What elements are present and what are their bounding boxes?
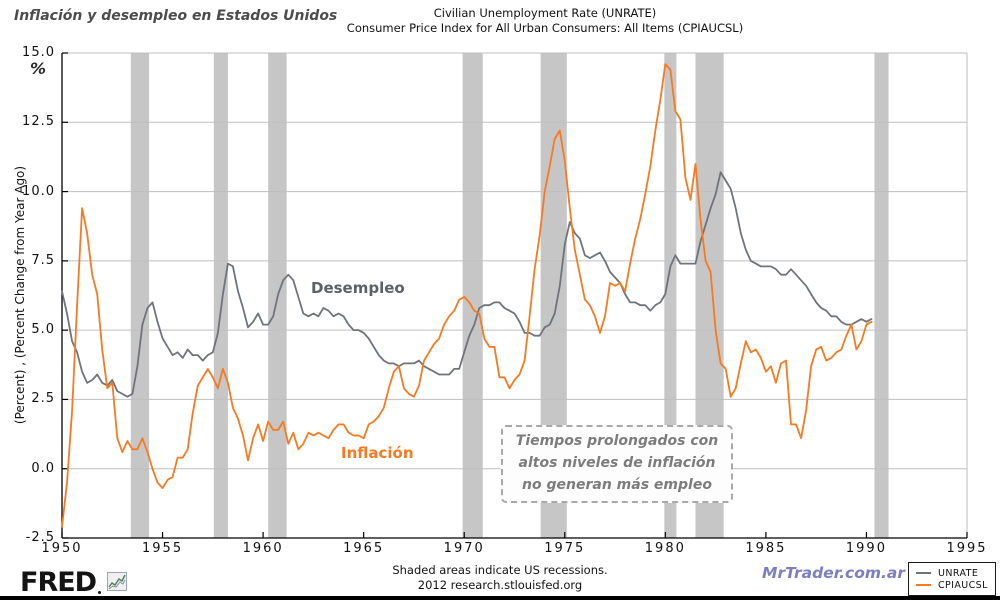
chart-title-line2: Consumer Price Index for All Urban Consu… — [346, 21, 744, 36]
y-tick-label: 7.5 — [31, 252, 55, 268]
legend-label-cpiaucsl: CPIAUCSL — [938, 579, 988, 591]
recession-band — [664, 53, 677, 538]
y-tick-label: 0.0 — [31, 460, 55, 476]
x-tick-label: 1960 — [242, 541, 284, 556]
annotation-callout: Tiempos prolongados con altos niveles de… — [501, 425, 733, 503]
recessions-note: Shaded areas indicate US recessions. — [392, 563, 608, 577]
fred-logo: FRED — [20, 567, 128, 598]
chart-title-line1: Civilian Unemployment Rate (UNRATE) — [433, 6, 657, 20]
x-tick-label: 1965 — [343, 541, 385, 556]
y-tick-label: 15.0 — [22, 45, 55, 60]
cpiaucsl-line — [61, 63, 873, 528]
y-tick-label: 10.0 — [22, 183, 55, 199]
bottom-border-bar — [0, 596, 1000, 600]
y-tick-label: 2.5 — [31, 391, 55, 407]
y-axis-unit: % — [30, 59, 47, 78]
page-title: Inflación y desempleo en Estados Unidos — [14, 8, 338, 24]
y-tick-label: -2.5 — [25, 530, 55, 545]
legend-row-cpiaucsl: CPIAUCSL — [916, 579, 991, 591]
inflation-series-label: Inflación — [341, 444, 414, 462]
recession-band — [874, 53, 889, 538]
fred-registered-dot — [98, 591, 102, 594]
unrate-line — [61, 171, 873, 398]
fred-chart-icon — [107, 572, 128, 595]
x-tick-label: 1985 — [745, 541, 787, 556]
callout-line3: no generan más empleo — [522, 476, 712, 493]
cpiaucsl-line-swatch — [916, 584, 931, 586]
x-tick-label: 1975 — [544, 541, 586, 556]
callout-line2: altos niveles de inflación — [518, 455, 716, 472]
chart-title: Civilian Unemployment Rate (UNRATE) Cons… — [100, 6, 990, 36]
source-note: 2012 research.stlouisfed.org — [417, 578, 583, 592]
fred-logo-text: FRED — [20, 567, 97, 598]
x-tick-label: 1980 — [644, 541, 686, 556]
callout-line1: Tiempos prolongados con — [515, 433, 719, 450]
unemployment-series-label: Desempleo — [311, 279, 405, 297]
recession-band — [130, 53, 150, 538]
legend-label-unrate: UNRATE — [938, 567, 979, 579]
watermark-link: MrTrader.com.ar — [762, 564, 905, 582]
x-tick-label: 1995 — [946, 541, 988, 556]
y-tick-label: 5.0 — [31, 322, 55, 338]
recession-band — [462, 53, 483, 538]
unrate-line-swatch — [916, 572, 931, 574]
legend-row-unrate: UNRATE — [916, 567, 991, 579]
y-tick-label: 12.5 — [22, 114, 55, 130]
x-tick-label: 1970 — [443, 541, 485, 556]
recession-band — [213, 53, 228, 538]
x-tick-label: 1955 — [142, 541, 184, 556]
chart-legend: UNRATE CPIAUCSL — [908, 562, 996, 596]
x-tick-label: 1950 — [41, 541, 83, 556]
x-tick-label: 1990 — [845, 541, 887, 556]
